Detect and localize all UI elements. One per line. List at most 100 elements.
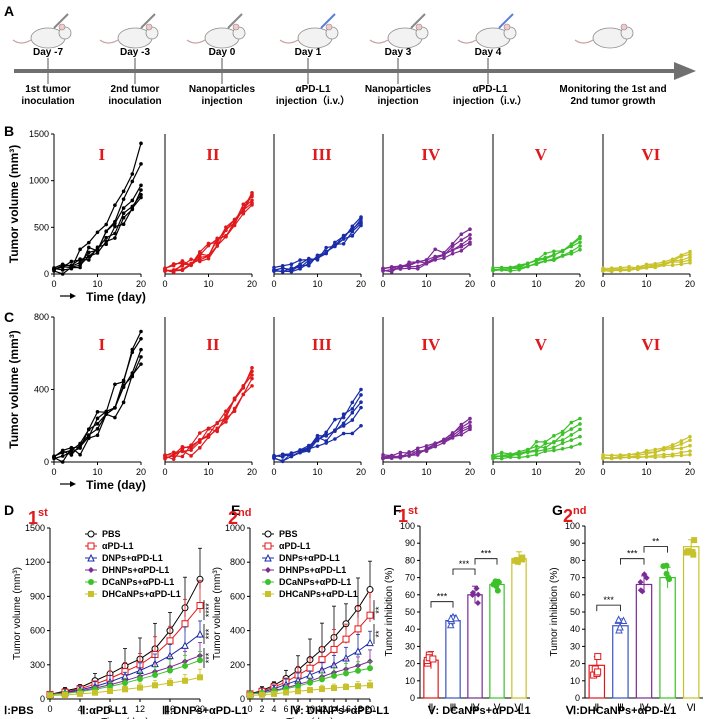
- data-point: [517, 263, 521, 268]
- data-point: [508, 269, 513, 273]
- data-point: [627, 455, 631, 459]
- marker-point: [271, 690, 277, 697]
- x-tick-label: Ⅵ: [514, 703, 523, 714]
- data-point: [315, 444, 320, 448]
- data-point: [627, 452, 631, 457]
- mouse-tail-icon: [99, 39, 119, 44]
- x-tick-label: 20: [365, 704, 375, 714]
- significance-bracket: [474, 558, 498, 565]
- data-point: [69, 448, 74, 453]
- mouse-ear-icon: [503, 23, 511, 31]
- data-point: [450, 431, 455, 435]
- y-tick-label: 300: [30, 660, 45, 670]
- marker-point: [259, 691, 265, 698]
- group-roman-label: I: [99, 145, 106, 164]
- data-point: [95, 422, 100, 426]
- individual-curve: [53, 185, 142, 269]
- individual-curve: [273, 407, 362, 458]
- data-point: [289, 451, 294, 455]
- marker-point: [265, 579, 271, 585]
- marker-point: [343, 684, 349, 691]
- chart-title: 1: [28, 508, 38, 528]
- group-roman-label: VI: [641, 335, 660, 354]
- data-point: [307, 263, 311, 268]
- marker-point: [265, 567, 271, 573]
- data-point: [359, 393, 363, 397]
- timeline-day-label: Day 4: [475, 47, 502, 58]
- data-point: [250, 369, 254, 374]
- data-point: [636, 267, 640, 271]
- data-point: [688, 449, 692, 453]
- data-point: [560, 438, 565, 442]
- panel-g-chart: 0 10 20 30 40 50 60 70 80 90 100 Tumor inhibition (…: [549, 505, 703, 714]
- x-tick-label: 12: [317, 704, 327, 714]
- x-tick-label: 0: [47, 704, 52, 714]
- individual-curve: [164, 374, 253, 456]
- marker-point: [264, 542, 272, 550]
- marker-point: [367, 665, 373, 672]
- chart-title: 2: [228, 508, 238, 528]
- data-point: [189, 257, 193, 262]
- marker-point: [92, 689, 98, 696]
- x-tick-label: 2: [259, 704, 264, 714]
- x-tick-label: 8: [107, 704, 112, 714]
- data-point: [171, 268, 176, 273]
- x-tick-label: 0: [490, 279, 495, 289]
- marker-point: [182, 662, 188, 669]
- data-point: [560, 248, 565, 253]
- data-point: [206, 426, 211, 431]
- data-point: [198, 446, 202, 450]
- marker-point: [88, 567, 94, 573]
- data-point: [359, 400, 363, 404]
- marker-point: [62, 692, 68, 699]
- syringe-icon: [498, 13, 514, 29]
- data-point: [601, 456, 605, 460]
- x-tick-label: Ⅵ: [687, 703, 696, 714]
- data-point: [113, 224, 117, 229]
- data-point: [679, 254, 684, 259]
- legend-label: DNPs+αPD-L1: [102, 553, 163, 563]
- data-point: [250, 373, 254, 377]
- data-point: [215, 427, 219, 432]
- y-tick-label: 800: [34, 312, 49, 322]
- legend-label: DHNPs+αPD-L1: [102, 565, 169, 575]
- data-point: [450, 435, 455, 439]
- data-point: [552, 434, 556, 438]
- y-tick-label: 50: [405, 607, 415, 617]
- bar: [511, 558, 527, 699]
- mouse-ear-icon: [415, 23, 423, 31]
- marker-point: [307, 679, 313, 686]
- data-point: [315, 435, 320, 440]
- marker-point: [107, 683, 113, 690]
- marker-point: [167, 667, 173, 674]
- data-point: [250, 198, 254, 203]
- data-point: [359, 217, 363, 221]
- x-tick-label: 10: [305, 704, 315, 714]
- data-point: [491, 268, 495, 273]
- y-tick-label: 0: [44, 269, 49, 279]
- timeline-day-label: Day 3: [385, 47, 412, 58]
- marker-point: [643, 574, 650, 581]
- marker-point: [355, 683, 361, 690]
- y-tick-label: 20: [570, 659, 580, 669]
- x-tick-label: 10: [421, 467, 431, 477]
- data-point: [381, 266, 385, 271]
- data-point: [130, 198, 135, 203]
- data-point: [416, 450, 420, 455]
- marker-point: [181, 641, 189, 649]
- chart-title-sup: st: [38, 507, 48, 519]
- x-tick-label: 10: [641, 279, 651, 289]
- marker-point: [87, 542, 95, 550]
- data-point: [491, 265, 495, 270]
- x-tick-label: 20: [247, 467, 257, 477]
- y-tick-label: 80: [570, 555, 580, 565]
- bar: [635, 583, 653, 699]
- panel-e-chart: 0200400600800100002468101214161820Time (…: [212, 507, 384, 719]
- data-point: [113, 382, 117, 387]
- data-point: [121, 189, 126, 194]
- data-point: [163, 456, 167, 461]
- x-tick-label: 20: [575, 467, 585, 477]
- data-point: [250, 384, 254, 388]
- data-point: [433, 258, 438, 262]
- data-point: [171, 450, 176, 455]
